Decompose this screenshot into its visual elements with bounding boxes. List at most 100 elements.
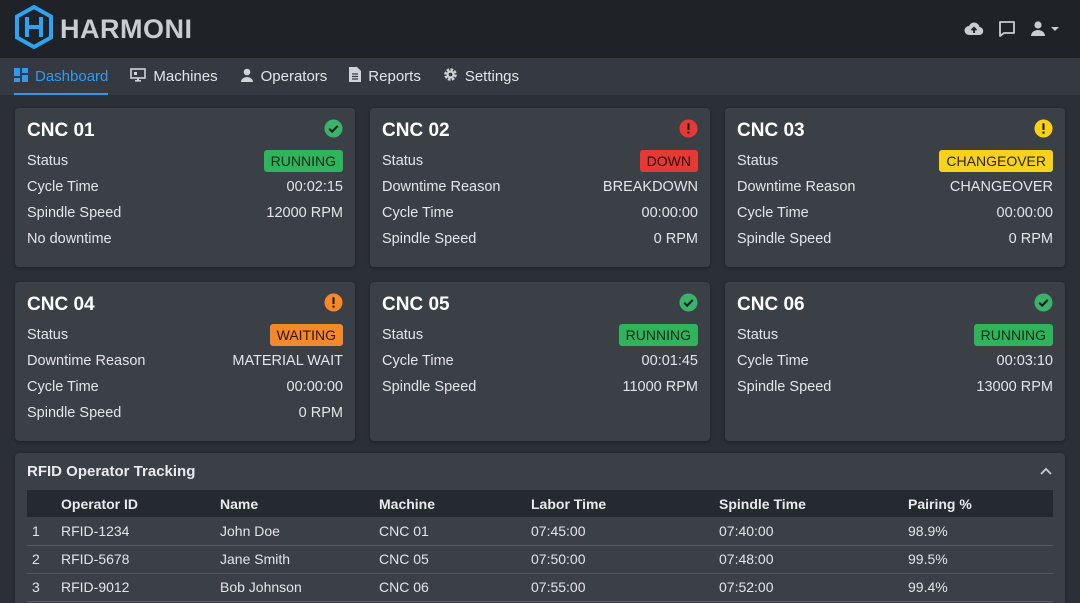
user-menu-icon[interactable] (1030, 20, 1060, 38)
cloud-upload-icon[interactable] (964, 21, 984, 37)
row-label: Spindle Speed (382, 231, 477, 247)
pairing-cell: 98.9% (908, 522, 948, 539)
machine-card-cnc-03[interactable]: CNC 03 Status CHANGEOVER Downtime Reason C… (725, 108, 1065, 267)
row-value: 00:02:15 (286, 179, 343, 195)
row-index: 3 (32, 579, 40, 595)
row-value: MATERIAL WAIT (232, 353, 343, 369)
tab-operators-label: Operators (260, 68, 328, 85)
column-header-machine[interactable]: Machine (379, 495, 436, 512)
machine-card-cnc-04[interactable]: CNC 04 Status WAITING Downtime Reason MATE… (15, 282, 355, 441)
check-circle-icon (1034, 293, 1053, 317)
row-label: Status (737, 327, 779, 343)
row-index: 1 (32, 522, 40, 539)
column-header-spindle-time[interactable]: Spindle Time (719, 495, 806, 512)
labor-time-cell: 07:55:00 (531, 579, 586, 595)
main-nav: Dashboard Machines Operators Reports (0, 58, 1080, 96)
name-cell: Jane Smith (220, 551, 291, 567)
table-row[interactable]: 1 RFID-1234 John Doe CNC 01 07:45:00 07:… (27, 517, 1053, 545)
column-header-labor-time[interactable]: Labor Time (531, 495, 607, 512)
row-label: Status (737, 153, 779, 169)
status-badge: CHANGEOVER (939, 150, 1053, 172)
labor-time-cell: 07:45:00 (531, 522, 586, 539)
table-row[interactable]: 3 RFID-9012 Bob Johnson CNC 06 07:55:00 … (27, 573, 1053, 601)
column-header-name[interactable]: Name (220, 495, 259, 512)
machine-card-cnc-05[interactable]: CNC 05 Status RUNNING Cycle Time 00:01:45 … (370, 282, 710, 441)
machine-grid: CNC 01 Status RUNNING Cycle Time 00:02:15 … (15, 108, 1065, 441)
alert-circle-icon (1034, 119, 1053, 143)
row-label: Cycle Time (737, 205, 809, 221)
row-value: 0 RPM (1008, 231, 1053, 247)
status-badge: DOWN (639, 150, 698, 172)
row-value: 11000 RPM (622, 379, 699, 395)
row-label: Cycle Time (737, 353, 809, 369)
table-header-row: Operator ID Name Machine Labor Time Spin… (27, 490, 1053, 517)
spindle-time-cell: 07:40:00 (719, 522, 774, 539)
machine-card-cnc-06[interactable]: CNC 06 Status RUNNING Cycle Time 00:03:10 … (725, 282, 1065, 441)
row-value: 0 RPM (653, 231, 698, 247)
column-header-operator-id[interactable]: Operator ID (61, 495, 139, 512)
row-value: 00:00:00 (996, 205, 1053, 221)
machine-cell: CNC 05 (379, 551, 429, 567)
panel-title: RFID Operator Tracking (27, 463, 196, 480)
tab-reports-label: Reports (368, 68, 421, 85)
row-label: Spindle Speed (382, 379, 477, 395)
row-label: No downtime (27, 231, 112, 247)
spindle-time-cell: 07:52:00 (719, 579, 774, 595)
column-header-pairing[interactable]: Pairing % (908, 495, 972, 512)
monitor-icon (130, 67, 147, 86)
tab-dashboard[interactable]: Dashboard (14, 58, 109, 95)
row-label: Downtime Reason (737, 179, 856, 195)
name-cell: John Doe (220, 522, 280, 539)
brand-name: HARMONI (60, 13, 193, 44)
pairing-cell: 99.5% (908, 551, 948, 567)
row-value: 00:00:00 (286, 379, 343, 395)
machine-card-cnc-01[interactable]: CNC 01 Status RUNNING Cycle Time 00:02:15 … (15, 108, 355, 267)
operator-id-cell: RFID-5678 (61, 551, 130, 567)
harmoni-logo-icon (14, 4, 54, 54)
row-label: Spindle Speed (27, 205, 122, 221)
person-icon (240, 68, 254, 86)
machine-cell: CNC 01 (379, 522, 429, 539)
machine-card-cnc-02[interactable]: CNC 02 Status DOWN Downtime Reason BREAKDO… (370, 108, 710, 267)
spindle-time-cell: 07:48:00 (719, 551, 774, 567)
status-badge: WAITING (269, 324, 343, 346)
alert-circle-icon (679, 119, 698, 143)
labor-time-cell: 07:50:00 (531, 551, 586, 567)
chat-icon[interactable] (998, 20, 1016, 38)
brand[interactable]: HARMONI (14, 4, 193, 54)
row-label: Status (27, 153, 69, 169)
row-value: 13000 RPM (976, 379, 1053, 395)
check-circle-icon (679, 293, 698, 317)
status-badge: RUNNING (618, 324, 698, 346)
chevron-up-icon[interactable] (1039, 463, 1053, 481)
tab-settings-label: Settings (464, 68, 520, 85)
status-badge: RUNNING (263, 150, 343, 172)
row-value: 0 RPM (298, 405, 343, 421)
operator-id-cell: RFID-1234 (61, 522, 130, 539)
row-value: 00:01:45 (641, 353, 698, 369)
row-value: 12000 RPM (266, 205, 343, 221)
status-badge: RUNNING (973, 324, 1053, 346)
row-label: Spindle Speed (737, 231, 832, 247)
row-label: Downtime Reason (27, 353, 146, 369)
row-label: Cycle Time (27, 179, 99, 195)
row-index: 2 (32, 551, 40, 567)
card-title: CNC 06 (737, 294, 805, 315)
tab-operators[interactable]: Operators (240, 58, 328, 95)
gear-icon (443, 67, 458, 86)
row-label: Status (27, 327, 69, 343)
tab-settings[interactable]: Settings (443, 58, 519, 95)
card-title: CNC 03 (737, 120, 805, 141)
card-title: CNC 04 (27, 294, 95, 315)
tab-reports[interactable]: Reports (349, 58, 421, 95)
dashboard-icon (14, 67, 28, 86)
row-label: Downtime Reason (382, 179, 501, 195)
tab-machines[interactable]: Machines (130, 58, 218, 95)
table-row[interactable]: 2 RFID-5678 Jane Smith CNC 05 07:50:00 0… (27, 545, 1053, 573)
operator-id-cell: RFID-9012 (61, 579, 130, 595)
card-title: CNC 02 (382, 120, 450, 141)
document-icon (349, 67, 362, 86)
row-label: Spindle Speed (737, 379, 832, 395)
name-cell: Bob Johnson (220, 579, 302, 595)
top-bar: HARMONI (0, 0, 1080, 58)
